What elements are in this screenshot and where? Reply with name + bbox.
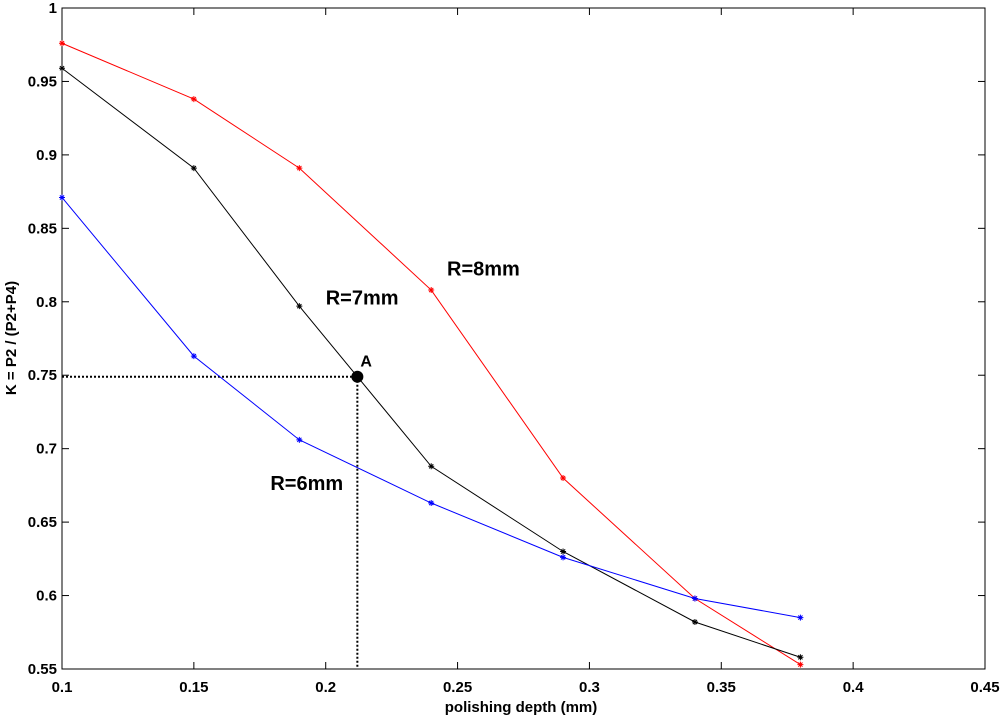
asterisk-marker-icon	[428, 500, 435, 507]
data-point-r-6mm	[428, 500, 435, 507]
plot-frame	[61, 7, 986, 670]
x-axis-label: polishing depth (mm)	[445, 699, 597, 716]
asterisk-marker-icon	[691, 618, 698, 625]
asterisk-marker-icon	[190, 165, 197, 172]
y-tick-label: 1	[49, 0, 57, 17]
y-tick-label: 0.75	[28, 367, 57, 384]
y-tick-label: 0.6	[36, 588, 57, 605]
point-a-guide-lines	[62, 375, 359, 669]
data-point-r-7mm	[428, 463, 435, 470]
asterisk-marker-icon	[560, 554, 567, 561]
x-tick-label: 0.4	[843, 679, 865, 696]
y-tick-label: 0.8	[36, 294, 57, 311]
asterisk-marker-icon	[190, 353, 197, 360]
asterisk-marker-icon	[797, 614, 804, 621]
asterisk-marker-icon	[797, 661, 804, 668]
asterisk-marker-icon	[296, 165, 303, 172]
data-point-r-7mm	[190, 165, 197, 172]
x-tick-label: 0.45	[970, 679, 999, 696]
x-tick-label: 0.1	[52, 679, 73, 696]
asterisk-marker-icon	[428, 287, 435, 294]
data-point-r-6mm	[691, 595, 698, 602]
data-point-r-6mm	[190, 353, 197, 360]
data-point-r-8mm	[560, 475, 567, 482]
series-layer	[59, 40, 804, 668]
asterisk-marker-icon	[296, 303, 303, 310]
x-tick-label: 0.2	[315, 679, 336, 696]
asterisk-marker-icon	[560, 475, 567, 482]
data-point-r-8mm	[428, 287, 435, 294]
data-point-r-6mm	[560, 554, 567, 561]
data-point-r-6mm	[59, 194, 65, 201]
y-tick-label: 0.85	[28, 220, 57, 237]
data-point-r-7mm	[59, 65, 65, 72]
annotation-r-6mm: R=6mm	[270, 473, 343, 495]
asterisk-marker-icon	[59, 65, 65, 72]
data-point-r-7mm	[560, 548, 567, 555]
annotation-layer: R=8mm R=7mm R=6mm A	[270, 258, 520, 494]
y-tick-label: 0.9	[36, 147, 57, 164]
data-point-r-6mm	[296, 436, 303, 443]
asterisk-marker-icon	[59, 194, 65, 201]
data-point-r-8mm	[797, 661, 804, 668]
asterisk-marker-icon	[296, 436, 303, 443]
data-point-r-6mm	[797, 614, 804, 621]
data-point-r-7mm	[296, 303, 303, 310]
data-point-r-8mm	[190, 96, 197, 103]
asterisk-marker-icon	[797, 654, 804, 661]
y-tick-label: 0.55	[28, 661, 57, 678]
annotation-r-7mm: R=7mm	[326, 288, 399, 310]
y-tick-label: 0.65	[28, 514, 57, 531]
asterisk-marker-icon	[428, 463, 435, 470]
plot-area-border	[61, 7, 986, 670]
asterisk-marker-icon	[190, 96, 197, 103]
data-point-r-8mm	[59, 40, 65, 47]
y-tick-label: 0.95	[28, 73, 57, 90]
asterisk-marker-icon	[691, 595, 698, 602]
point-a-label: A	[360, 354, 372, 371]
asterisk-marker-icon	[560, 548, 567, 555]
y-tick-label: 0.7	[36, 441, 57, 458]
annotation-r-8mm: R=8mm	[447, 258, 520, 280]
data-point-r-7mm	[691, 618, 698, 625]
x-tick-label: 0.15	[179, 679, 208, 696]
point-a-marker	[351, 370, 364, 383]
x-tick-label: 0.25	[443, 679, 472, 696]
x-tick-label: 0.3	[579, 679, 600, 696]
asterisk-marker-icon	[59, 40, 65, 47]
ticks-layer: 0.1 0.15 0.2 0.25 0.3 0.35 0.4 0.45 0.55 0.6 0.65 0…	[28, 0, 1000, 696]
y-axis-label: K = P2 / (P2+P4)	[3, 281, 20, 395]
x-tick-label: 0.35	[707, 679, 736, 696]
data-point-r-7mm	[797, 654, 804, 661]
data-point-r-8mm	[296, 165, 303, 172]
